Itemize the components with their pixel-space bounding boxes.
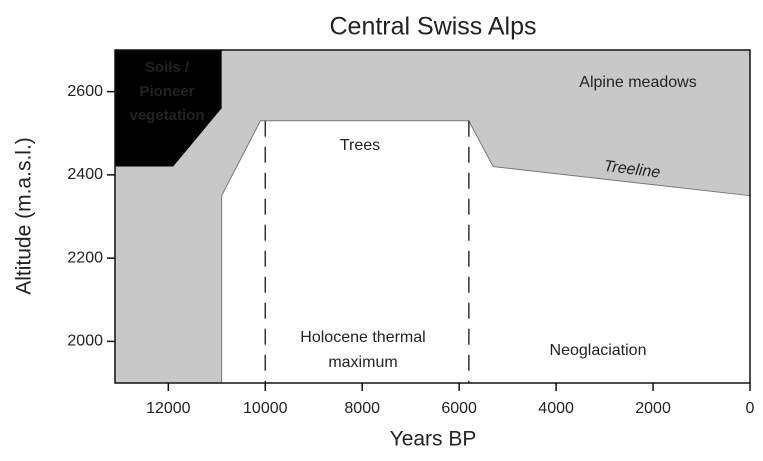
annotation: Holocene thermal [300, 329, 425, 346]
x-tick-label: 12000 [146, 400, 191, 417]
x-axis-label: Years BP [390, 428, 477, 451]
y-axis-label: Altitude (m.a.s.l.) [13, 137, 36, 295]
area-region [221, 120, 750, 383]
area-region [115, 50, 222, 167]
x-tick-label: 2000 [635, 400, 671, 417]
annotation: Trees [340, 137, 380, 154]
plot-frame [114, 49, 751, 384]
annotation: Pioneer [139, 83, 194, 100]
annotation: Soils / [145, 59, 190, 76]
annotation: maximum [328, 354, 397, 371]
x-tick-label: 8000 [344, 400, 380, 417]
annotation: Alpine meadows [579, 74, 696, 91]
x-tick-label: 0 [746, 400, 755, 417]
x-tick-label: 10000 [243, 400, 288, 417]
y-tick-label: 2600 [67, 83, 103, 100]
y-tick-label: 2200 [67, 249, 103, 266]
annotation: vegetation [129, 107, 204, 124]
x-tick-label: 4000 [538, 400, 574, 417]
y-tick-label: 2000 [67, 333, 103, 350]
treeline [221, 120, 751, 383]
y-tick-label: 2400 [67, 166, 103, 183]
x-tick-label: 6000 [441, 400, 477, 417]
treeline-label: Treeline [603, 158, 661, 182]
annotation: Neoglaciation [550, 342, 647, 359]
chart-title: Central Swiss Alps [329, 13, 536, 41]
